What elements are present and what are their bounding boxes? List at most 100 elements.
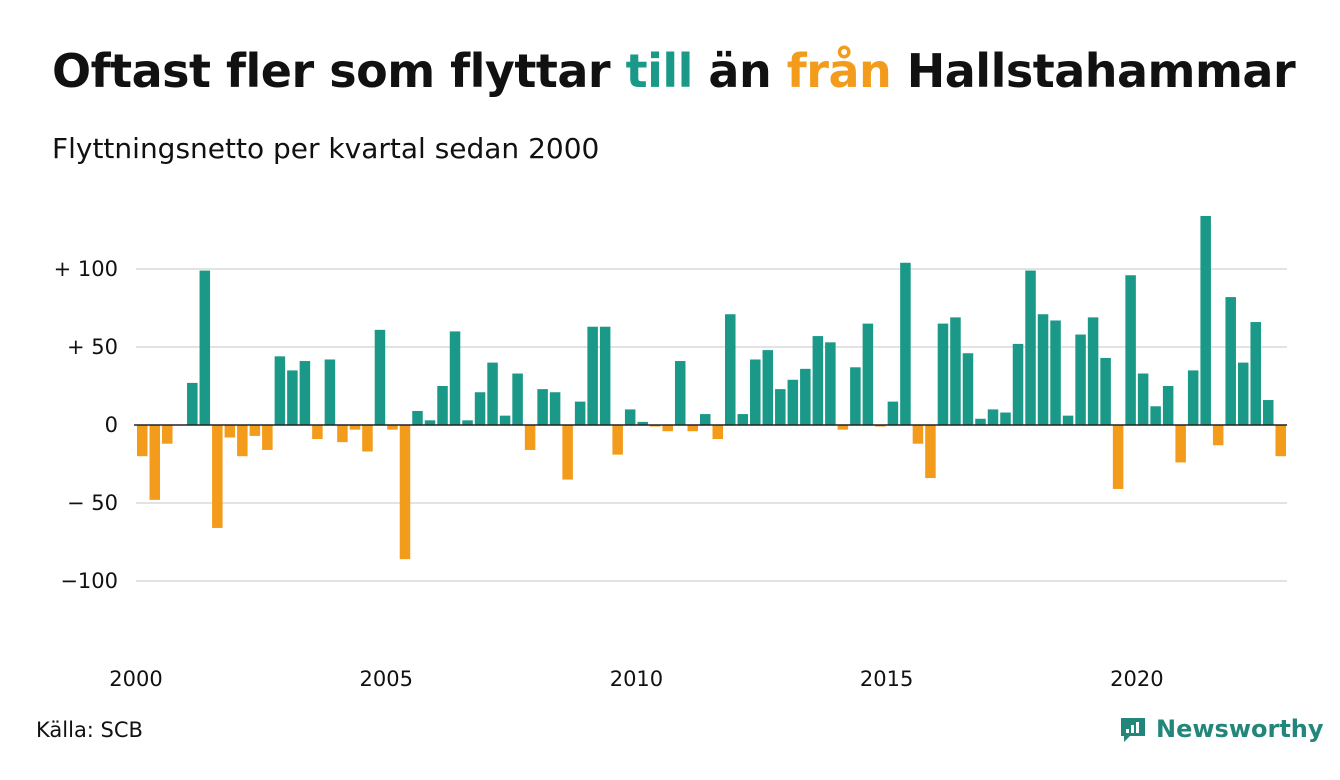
bar [1050,320,1061,425]
bar [1200,215,1211,425]
bar [1012,343,1024,425]
bar [424,420,436,425]
brand-logo: Newsworthy [1118,714,1324,744]
y-tick-label: + 50 [67,335,118,359]
x-tick-label: 2010 [610,667,663,691]
bar [599,326,611,425]
bar [1125,275,1136,425]
bar [850,367,861,425]
chart-subtitle: Flyttningsnetto per kvartal sedan 2000 [52,132,600,165]
y-tick-label: −100 [60,569,118,593]
bar [149,425,161,500]
bar [649,425,661,427]
bar [750,359,761,425]
bar [725,314,736,425]
bar [474,392,486,425]
bar [612,425,623,455]
bar [1112,425,1124,489]
bar [512,373,523,425]
bar [962,353,974,425]
bar [1000,412,1011,425]
x-tick-label: 2020 [1110,667,1163,691]
bar [1212,425,1224,446]
bar [587,326,598,425]
bar [487,362,498,425]
title-part: Hallstahammar [891,44,1296,98]
bar [1225,297,1236,425]
bar [224,425,236,438]
bar [1037,314,1049,425]
bar [1025,270,1036,425]
bar [499,415,511,425]
bar [1275,425,1286,457]
bar [349,425,361,430]
bar [775,389,786,425]
x-tick-label: 2000 [109,667,162,691]
bar [562,425,573,480]
source-label: Källa: SCB [36,718,143,742]
title-part: till [625,44,694,98]
bar [712,425,724,440]
newsworthy-logo-icon [1121,718,1145,742]
bar [825,342,836,425]
y-tick-label: − 50 [67,491,118,515]
bar [887,401,899,425]
bar [337,425,348,443]
bar [1100,357,1111,425]
bar [900,262,911,425]
bar-chart: + 100 + 50 0 − 50 −100 2000 2005 2010 2015 2020 [54,215,1287,691]
bar [837,425,849,430]
bar [199,270,211,425]
bar [537,389,548,425]
chart-title: Oftast fler som flyttar till än från Hal… [52,44,1296,98]
bar [262,425,273,450]
bar [1087,317,1099,425]
bar [875,425,886,427]
bar [662,425,673,432]
bar [137,425,148,457]
bar [937,323,949,425]
bar [950,317,961,425]
axis: + 100 + 50 0 − 50 −100 2000 2005 2010 2015 2020 [54,257,1287,691]
bar [1062,415,1074,425]
bar [237,425,248,457]
bar [574,401,586,425]
bar [437,386,448,425]
bar [524,425,536,450]
bar [762,350,774,425]
bar [549,392,561,425]
bar [412,410,423,425]
bar [1237,362,1249,425]
bar [312,425,323,440]
bar [162,425,173,444]
bar [1250,322,1261,425]
bar [462,420,473,425]
bar [1162,386,1174,425]
bar [399,425,411,560]
bars [137,215,1286,560]
bar [737,414,749,425]
bar [187,382,198,425]
bar [987,409,999,425]
bar [362,425,373,452]
bar [862,323,874,425]
bar [212,425,223,528]
bar [287,370,298,425]
title-part: än [692,44,787,98]
bar [812,336,824,425]
bar [975,418,986,425]
bar [1150,406,1161,425]
x-tick-label: 2005 [359,667,412,691]
bar [637,421,648,425]
bar [800,368,811,425]
bar [687,425,698,432]
bar [1262,400,1274,425]
bar [1075,334,1086,425]
y-tick-label: + 100 [54,257,118,281]
bar [249,425,261,436]
bar [912,425,924,444]
bar [699,414,711,425]
bar [787,379,799,425]
brand-name: Newsworthy [1156,715,1324,743]
title-part: Oftast fler som flyttar [52,44,626,98]
